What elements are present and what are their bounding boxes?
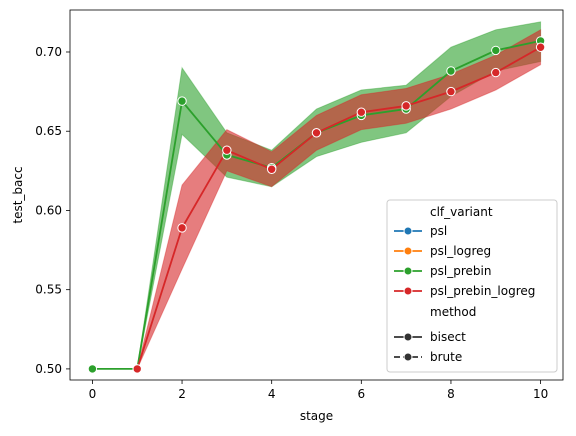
point-psl_prebin_logreg-5 (311, 128, 322, 138)
legend-label-psl_logreg: psl_logreg (430, 244, 491, 258)
x-tick-label: 6 (357, 387, 365, 401)
x-tick-label: 2 (178, 387, 186, 401)
point-psl_prebin_logreg-1 (132, 364, 142, 374)
legend-marker-psl_prebin_logreg (403, 286, 413, 296)
point-psl_prebin_logreg-4 (266, 164, 277, 174)
legend-marker-psl_prebin (403, 266, 413, 276)
x-tick-label: 0 (89, 387, 97, 401)
legend-frame (386, 199, 558, 373)
legend-label-bisect: bisect (430, 330, 466, 344)
legend-label-psl_prebin: psl_prebin (430, 264, 491, 278)
y-axis-label: test_bacc (11, 166, 25, 223)
point-psl_prebin-2 (177, 96, 187, 106)
plot-frame (69, 9, 564, 381)
point-psl_prebin-9 (491, 45, 501, 56)
legend-title-clf-variant: clf_variant (430, 205, 493, 219)
y-tick-label: 0.65 (35, 124, 62, 138)
point-psl_prebin_logreg-2 (177, 223, 187, 233)
x-axis-ticks: 0 2 4 6 8 10 (89, 380, 548, 401)
point-psl_prebin-0 (87, 364, 98, 374)
legend-label-psl_prebin_logreg: psl_prebin_logreg (430, 284, 535, 298)
point-psl_prebin_logreg-3 (222, 145, 232, 155)
legend-styles: bisect brute (394, 330, 466, 364)
point-psl_prebin_logreg-10 (535, 42, 546, 52)
x-tick-label: 8 (447, 387, 455, 401)
x-axis-label: stage (300, 409, 333, 423)
legend-label-psl: psl (430, 224, 447, 238)
legend-marker-bisect (403, 332, 413, 342)
point-psl_prebin_logreg-7 (401, 101, 411, 111)
point-psl_prebin_logreg-6 (356, 107, 367, 117)
y-tick-label: 0.70 (35, 45, 62, 59)
legend-marker-psl (403, 226, 413, 236)
x-tick-label: 10 (533, 387, 548, 401)
y-axis-ticks: 0.50 0.55 0.60 0.65 0.70 (35, 45, 70, 376)
series-markers (87, 36, 546, 374)
legend: clf_variant psl psl_logreg psl_prebin psl_p… (386, 199, 558, 373)
legend-marker-psl_logreg (403, 246, 413, 256)
y-tick-label: 0.55 (35, 283, 62, 297)
x-tick-label: 4 (268, 387, 276, 401)
y-tick-label: 0.60 (35, 203, 62, 217)
point-psl_prebin_logreg-9 (491, 67, 501, 78)
legend-marker-brute (403, 352, 413, 362)
y-tick-label: 0.50 (35, 362, 62, 376)
point-psl_prebin-8 (446, 66, 456, 76)
line-psl_prebin_logreg (136, 46, 542, 370)
legend-entries: psl psl_logreg psl_prebin psl_prebin_logreg (394, 224, 535, 298)
point-psl_prebin_logreg-8 (446, 86, 456, 97)
legend-label-brute: brute (430, 350, 462, 364)
legend-title-method: method (430, 305, 476, 319)
